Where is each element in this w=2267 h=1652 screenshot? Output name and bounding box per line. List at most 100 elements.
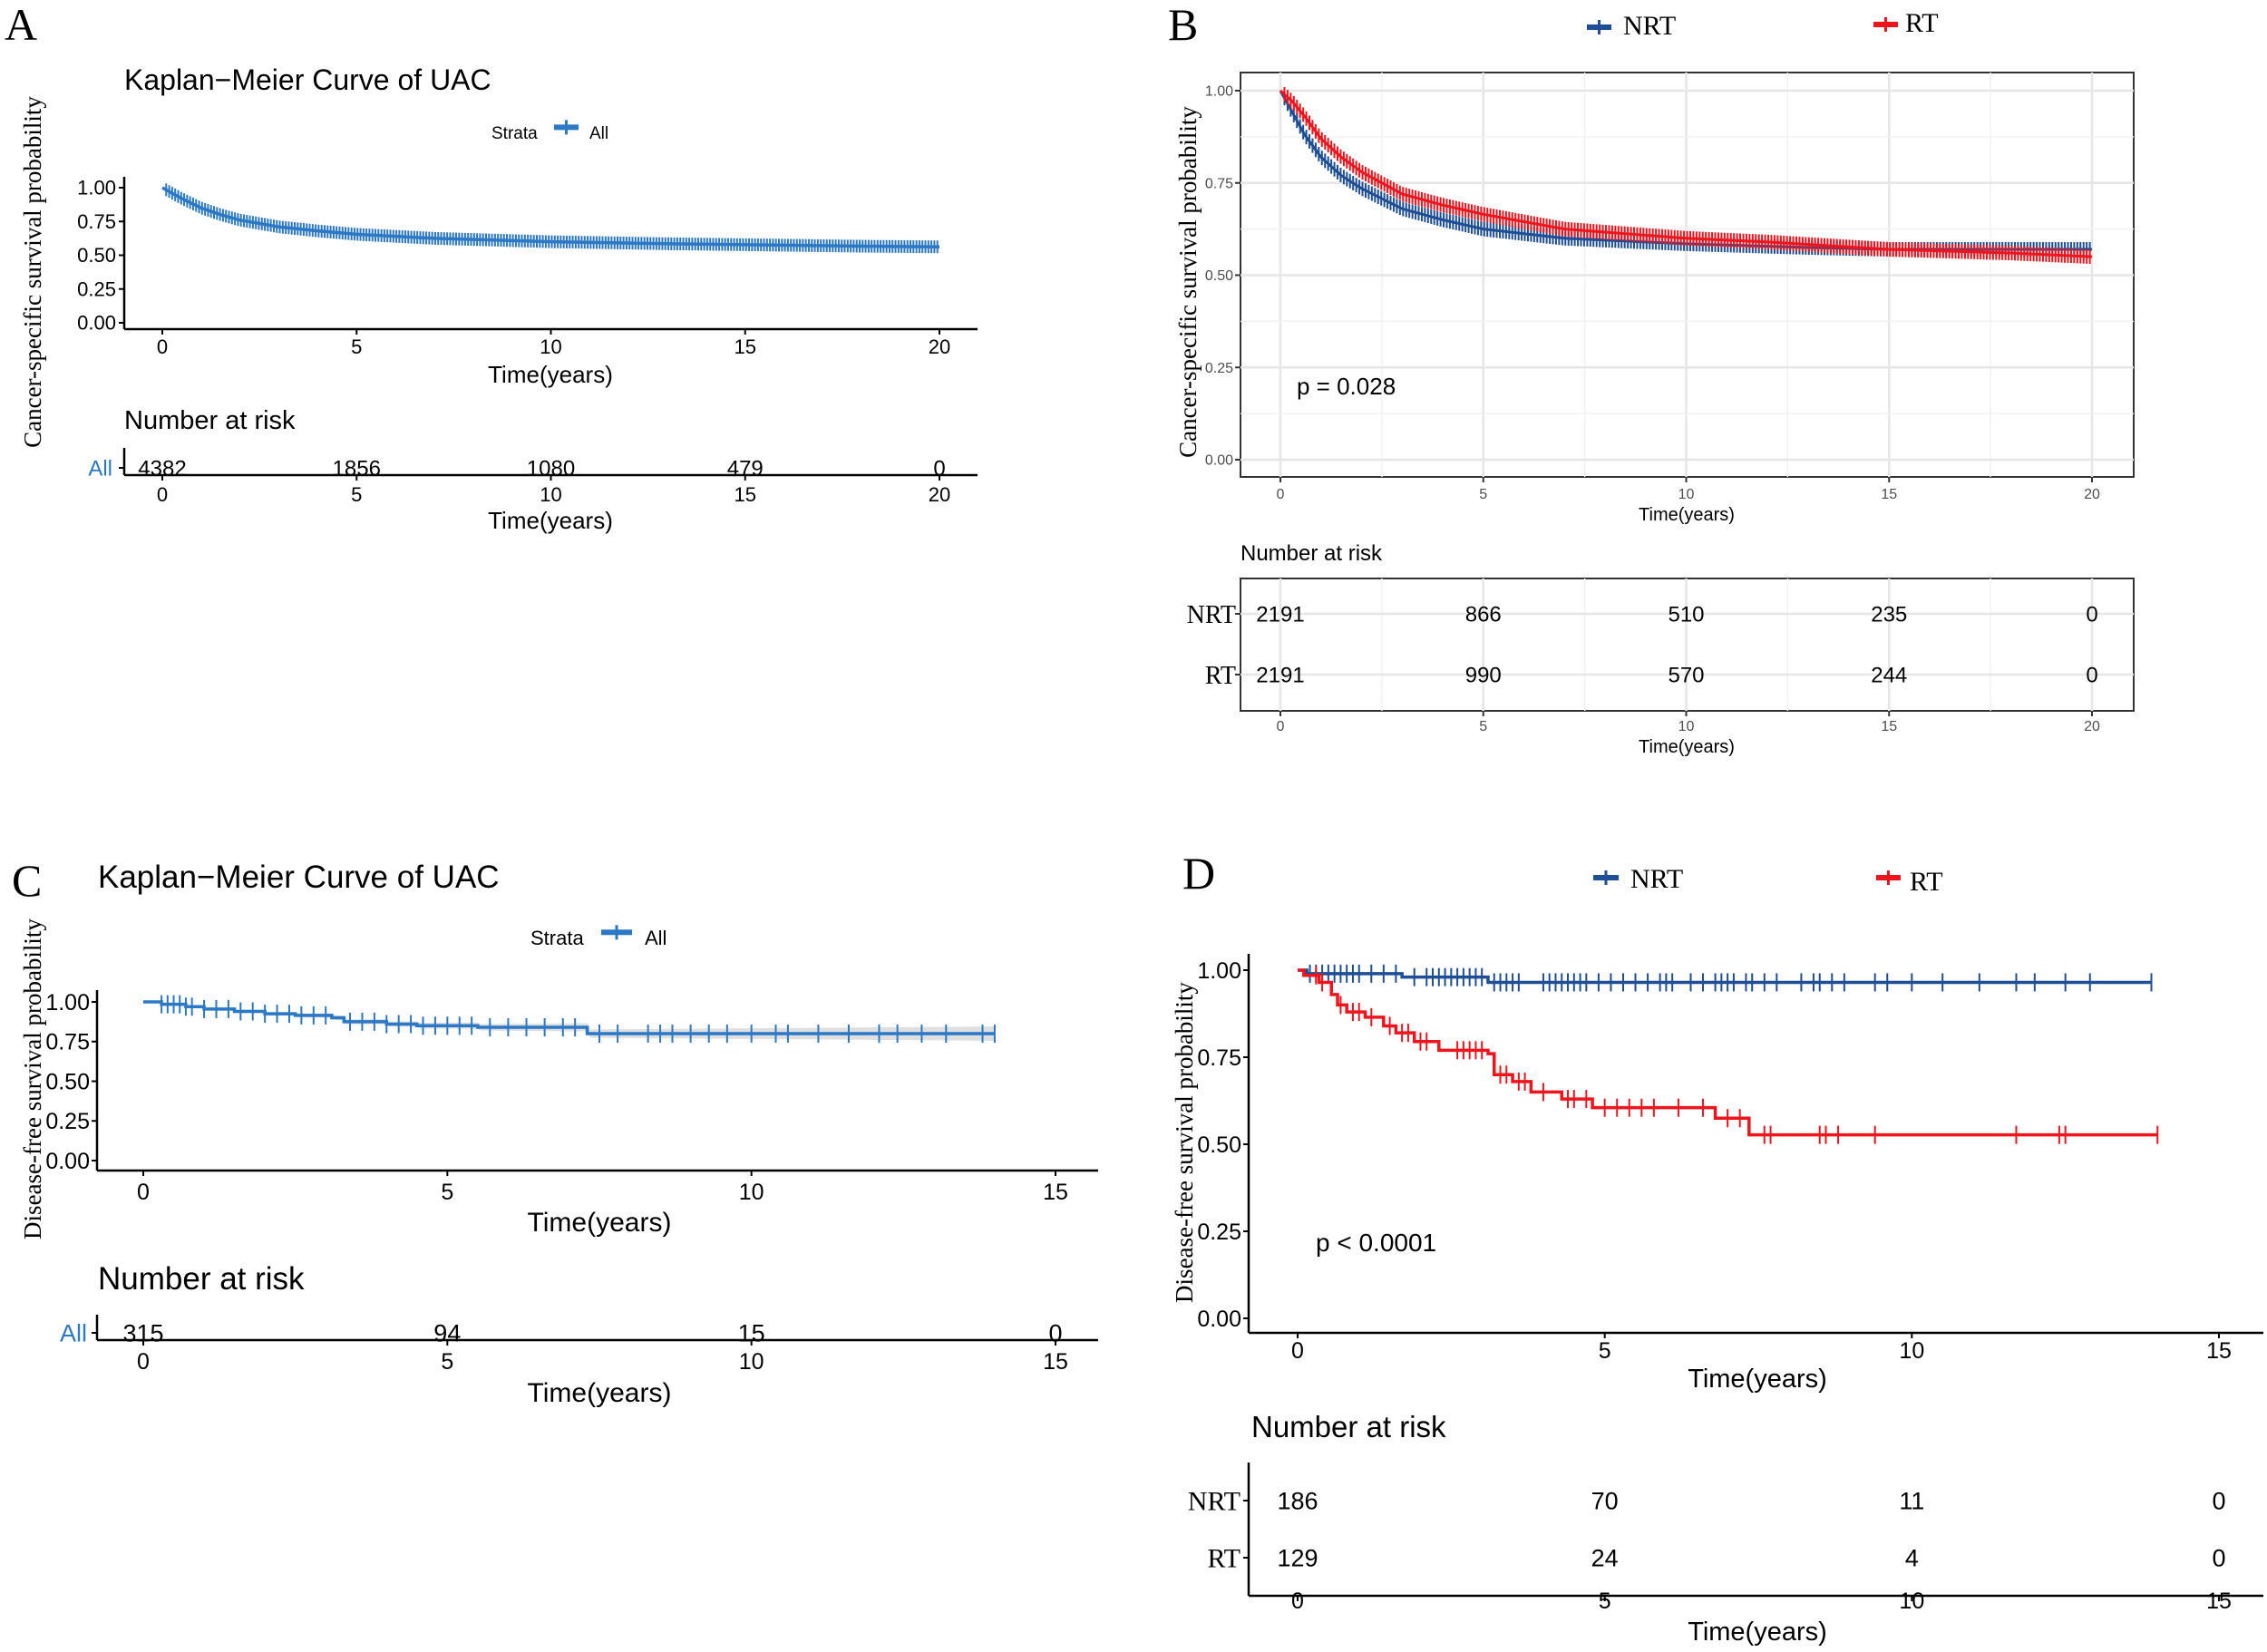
risk-x-tick-label: 0 <box>1291 1589 1304 1614</box>
chart-title: Kaplan−Meier Curve of UAC <box>98 860 500 895</box>
risk-table-title: Number at risk <box>1241 541 1383 566</box>
panel-b: B Cancer-specific survival probability NRT… <box>1168 0 2135 757</box>
y-tick-label: 0.25 <box>45 1109 90 1134</box>
y-tick-label: 0.25 <box>1205 361 1233 376</box>
y-tick-label: 0.75 <box>1205 176 1233 191</box>
risk-x-tick-label: 10 <box>1899 1589 1924 1614</box>
y-axis-label: Cancer-specific survival probability <box>19 96 46 448</box>
y-axis-label: Disease-free survival probability <box>1171 982 1198 1303</box>
risk-x-tick-label: 15 <box>2206 1589 2232 1614</box>
y-tick-label: 0.25 <box>1197 1220 1241 1245</box>
y-tick-label: 0.75 <box>1197 1045 1241 1071</box>
x-tick-label: 0 <box>1291 1338 1304 1364</box>
risk-value: 570 <box>1668 664 1704 688</box>
legend-title: Strata <box>530 927 584 949</box>
risk-value: 0 <box>2212 1488 2225 1515</box>
legend-label-rt: RT <box>1910 867 1943 897</box>
panel-label: A <box>5 0 37 50</box>
legend-label-rt: RT <box>1905 8 1939 38</box>
risk-value: 235 <box>1871 603 1907 627</box>
risk-x-tick-label: 5 <box>351 483 362 506</box>
risk-x-tick-label: 20 <box>929 483 950 506</box>
risk-value: 129 <box>1277 1545 1318 1572</box>
y-tick-label: 0.75 <box>77 210 116 233</box>
x-tick-label: 15 <box>735 335 756 358</box>
series-rt <box>1279 87 2093 265</box>
risk-value: 866 <box>1465 603 1502 627</box>
x-axis-label: Time(years) <box>1639 505 1735 525</box>
risk-value: 244 <box>1871 664 1907 688</box>
x-tick-label: 20 <box>2084 487 2100 502</box>
x-tick-label: 15 <box>1043 1180 1068 1205</box>
risk-value: 0 <box>2086 664 2097 688</box>
risk-value: 24 <box>1591 1545 1619 1572</box>
y-tick-label: 1.00 <box>45 990 90 1015</box>
panel-a: A Cancer-specific survival probability Kap… <box>5 0 978 534</box>
risk-table-title: Number at risk <box>1251 1410 1446 1443</box>
risk-x-tick-label: 5 <box>1479 719 1487 734</box>
risk-value: 2191 <box>1256 664 1304 688</box>
y-tick-label: 0.25 <box>77 277 116 300</box>
risk-table-title: Number at risk <box>98 1261 305 1297</box>
risk-x-tick-label: 20 <box>2084 719 2100 734</box>
y-tick-label: 0.50 <box>1205 268 1233 284</box>
risk-x-tick-label: 0 <box>1277 719 1285 734</box>
risk-x-tick-label: 5 <box>441 1349 453 1375</box>
y-tick-label: 1.00 <box>1197 958 1241 984</box>
risk-row-label-rt: RT <box>1205 662 1236 690</box>
y-axis-label: Disease-free survival probability <box>19 918 46 1239</box>
risk-x-tick-label: 15 <box>1043 1349 1068 1375</box>
x-tick-label: 5 <box>441 1180 453 1205</box>
legend-label-all: All <box>589 124 608 143</box>
x-axis-label: Time(years) <box>528 1208 672 1238</box>
y-tick-label: 0.50 <box>1197 1132 1241 1158</box>
x-tick-label: 15 <box>1881 487 1897 502</box>
y-tick-label: 0.00 <box>77 312 116 335</box>
p-value-annotation: p = 0.028 <box>1297 373 1396 400</box>
risk-x-tick-label: 0 <box>137 1349 150 1375</box>
risk-x-tick-label: 10 <box>739 1349 764 1375</box>
risk-table-title: Number at risk <box>124 406 296 435</box>
risk-row-label-nrt: NRT <box>1187 601 1236 629</box>
risk-x-tick-label: 10 <box>540 483 561 506</box>
risk-x-axis-label: Time(years) <box>1688 1618 1827 1647</box>
series-all <box>143 995 996 1043</box>
risk-value: 4 <box>1905 1545 1919 1572</box>
x-tick-label: 10 <box>1678 487 1695 502</box>
risk-value: 2191 <box>1256 603 1304 627</box>
panel-label: B <box>1168 0 1198 50</box>
risk-x-tick-label: 5 <box>1599 1589 1611 1614</box>
risk-value: 0 <box>2086 603 2097 627</box>
y-tick-label: 0.00 <box>45 1149 90 1174</box>
x-tick-label: 10 <box>739 1180 764 1205</box>
x-axis-label: Time(years) <box>1688 1365 1827 1394</box>
chart-title: Kaplan−Meier Curve of UAC <box>124 63 491 96</box>
series-rt <box>1298 966 2159 1144</box>
y-tick-label: 0.00 <box>1205 453 1233 469</box>
y-tick-label: 0.75 <box>45 1030 90 1055</box>
legend-label-all: All <box>645 927 666 949</box>
risk-value: 0 <box>933 457 945 481</box>
x-tick-label: 5 <box>351 335 362 358</box>
y-tick-label: 0.50 <box>77 244 116 267</box>
risk-row-label-all: All <box>60 1319 87 1346</box>
series-all <box>161 183 940 254</box>
x-tick-label: 0 <box>137 1180 150 1205</box>
risk-x-tick-label: 10 <box>1678 719 1695 734</box>
risk-value: 0 <box>2212 1545 2225 1572</box>
y-tick-label: 1.00 <box>77 177 116 199</box>
x-tick-label: 20 <box>929 335 950 358</box>
survival-curve-nrt <box>1298 968 2152 985</box>
panel-d: D Disease-free survival probability NRT RT 0… <box>1171 848 2263 1647</box>
risk-value: 510 <box>1668 603 1704 627</box>
risk-value: 990 <box>1465 664 1502 688</box>
risk-value: 186 <box>1277 1488 1318 1515</box>
x-tick-label: 0 <box>1277 487 1285 502</box>
x-axis-label: Time(years) <box>488 361 613 388</box>
risk-row-label-nrt: NRT <box>1188 1487 1241 1517</box>
legend-label-nrt: NRT <box>1630 864 1683 894</box>
risk-row-label-all: All <box>88 456 112 481</box>
series-nrt <box>1298 964 2153 992</box>
confidence-band <box>143 1002 995 1041</box>
